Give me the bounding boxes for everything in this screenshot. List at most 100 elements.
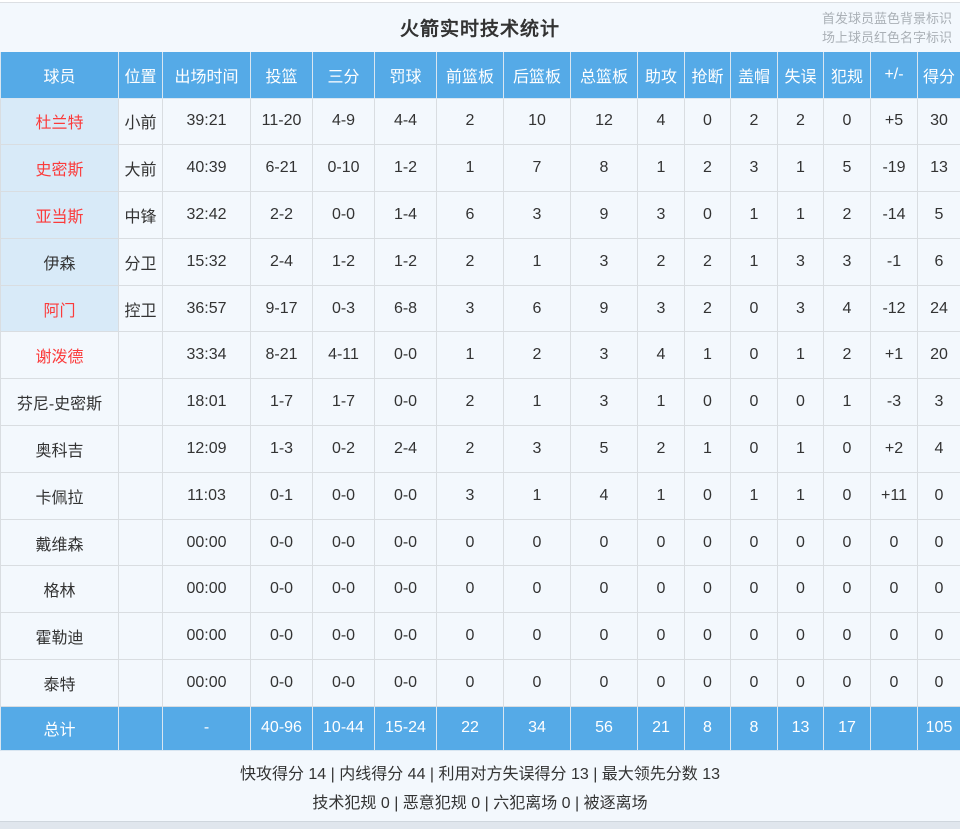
three-cell: 0-0 xyxy=(312,191,375,239)
name-cell: 亚当斯 xyxy=(0,191,119,239)
position-cell xyxy=(118,518,163,567)
player-row: 霍勒迪 00:00 0-0 0-0 0-0 0 0 0 0 0 0 0 0 0 0 xyxy=(0,612,960,661)
plus_minus-cell: -14 xyxy=(870,191,918,239)
dreb-cell: 10 xyxy=(503,97,571,146)
minutes-cell: 39:21 xyxy=(162,97,251,146)
ft-cell: 4-4 xyxy=(374,97,437,146)
player-row: 格林 00:00 0-0 0-0 0-0 0 0 0 0 0 0 0 0 0 0 xyxy=(0,565,960,614)
blk-cell: 0 xyxy=(730,284,778,333)
dreb-cell: 0 xyxy=(503,518,571,567)
header-row: 球员 位置 出场时间 投篮 三分 罚球 前篮板 后篮板 总篮板 助攻 抢断 盖帽 失误 犯规 +/- 得分 xyxy=(0,52,960,99)
pts-cell: 0 xyxy=(917,565,960,614)
ft-cell: 0-0 xyxy=(374,659,437,707)
stl-cell: 2 xyxy=(684,237,731,286)
plus_minus-cell: +2 xyxy=(870,425,918,473)
player-row: 杜兰特 小前 39:21 11-20 4-9 4-4 2 10 12 4 0 2 2 0 +5 30 xyxy=(0,97,960,146)
to-cell: 0 xyxy=(777,659,824,707)
reb-cell: 8 xyxy=(570,144,638,193)
ast-cell: 1 xyxy=(637,471,685,520)
stl-cell: 0 xyxy=(684,612,731,661)
oreb-cell: 0 xyxy=(436,518,504,567)
ast-cell: 0 xyxy=(637,612,685,661)
dreb-cell: 0 xyxy=(503,565,571,614)
to-cell: 1 xyxy=(777,144,824,193)
column-header-position: 位置 xyxy=(118,52,163,99)
player-row: 泰特 00:00 0-0 0-0 0-0 0 0 0 0 0 0 0 0 0 0 xyxy=(0,659,960,707)
oreb-cell: 0 xyxy=(436,612,504,661)
page-title: 火箭实时技术统计 xyxy=(399,18,560,40)
name-cell: 格林 xyxy=(0,565,119,614)
pf-cell: 0 xyxy=(823,471,871,520)
player-row: 亚当斯 中锋 32:42 2-2 0-0 1-4 6 3 9 3 0 1 1 2 -14 5 xyxy=(0,191,960,239)
reb-cell: 3 xyxy=(570,378,638,427)
stl-cell: 1 xyxy=(684,425,731,473)
dreb-cell: 2 xyxy=(503,331,571,380)
column-header-name: 球员 xyxy=(0,52,119,99)
fg-cell: 6-21 xyxy=(250,144,313,193)
plus_minus-cell: -12 xyxy=(870,284,918,333)
to-cell: 0 xyxy=(777,612,824,661)
pts-cell: 0 xyxy=(917,612,960,661)
player-row: 史密斯 大前 40:39 6-21 0-10 1-2 1 7 8 1 2 3 1 5 -19 13 xyxy=(0,144,960,193)
player-row: 谢泼德 33:34 8-21 4-11 0-0 1 2 3 4 1 0 1 2 +1 20 xyxy=(0,331,960,380)
ast-cell: 4 xyxy=(637,97,685,146)
ast-cell: 3 xyxy=(637,191,685,239)
to-cell: 0 xyxy=(777,565,824,614)
to-cell: 3 xyxy=(777,237,824,286)
total-row: 总计 -40-96 10-44 15-24 22 34 56 21 8 8 13 17 105 xyxy=(0,705,960,751)
three-cell: 4-11 xyxy=(312,331,375,380)
minutes-cell: 32:42 xyxy=(162,191,251,239)
position-cell xyxy=(118,331,163,380)
stl-cell: 0 xyxy=(684,518,731,567)
to-cell: 1 xyxy=(777,331,824,380)
dreb-cell: 7 xyxy=(503,144,571,193)
minutes-cell: 12:09 xyxy=(162,425,251,473)
total-minutes-cell: - xyxy=(162,705,251,751)
pf-cell: 4 xyxy=(823,284,871,333)
plus_minus-cell: -19 xyxy=(870,144,918,193)
plus_minus-cell: 0 xyxy=(870,565,918,614)
dreb-cell: 6 xyxy=(503,284,571,333)
ast-cell: 3 xyxy=(637,284,685,333)
to-cell: 2 xyxy=(777,97,824,146)
position-cell xyxy=(118,565,163,614)
fg-cell: 2-2 xyxy=(250,191,313,239)
oreb-cell: 2 xyxy=(436,425,504,473)
position-cell: 大前 xyxy=(118,144,163,193)
name-cell: 奥科吉 xyxy=(0,425,119,473)
column-header-oreb: 前篮板 xyxy=(436,52,504,99)
to-cell: 3 xyxy=(777,284,824,333)
total-pts-cell: 105 xyxy=(917,705,960,751)
dreb-cell: 3 xyxy=(503,191,571,239)
name-cell: 芬尼-史密斯 xyxy=(0,378,119,427)
reb-cell: 9 xyxy=(570,284,638,333)
fg-cell: 11-20 xyxy=(250,97,313,146)
name-cell: 戴维森 xyxy=(0,518,119,567)
stl-cell: 0 xyxy=(684,191,731,239)
position-cell xyxy=(118,378,163,427)
reb-cell: 0 xyxy=(570,659,638,707)
ft-cell: 1-2 xyxy=(374,144,437,193)
position-cell xyxy=(118,659,163,707)
oreb-cell: 3 xyxy=(436,471,504,520)
fg-cell: 8-21 xyxy=(250,331,313,380)
blk-cell: 0 xyxy=(730,425,778,473)
blk-cell: 3 xyxy=(730,144,778,193)
oreb-cell: 6 xyxy=(436,191,504,239)
pf-cell: 5 xyxy=(823,144,871,193)
to-cell: 1 xyxy=(777,425,824,473)
minutes-cell: 33:34 xyxy=(162,331,251,380)
total-ast-cell: 21 xyxy=(637,705,685,751)
pts-cell: 0 xyxy=(917,518,960,567)
stl-cell: 2 xyxy=(684,144,731,193)
plus_minus-cell: 0 xyxy=(870,612,918,661)
minutes-cell: 00:00 xyxy=(162,659,251,707)
plus_minus-cell: -1 xyxy=(870,237,918,286)
table-body: 杜兰特 小前 39:21 11-20 4-9 4-4 2 10 12 4 0 2 2 0 +5 30 史密斯 大前… xyxy=(0,97,960,751)
pts-cell: 5 xyxy=(917,191,960,239)
pts-cell: 4 xyxy=(917,425,960,473)
oreb-cell: 0 xyxy=(436,565,504,614)
blk-cell: 0 xyxy=(730,565,778,614)
blk-cell: 1 xyxy=(730,237,778,286)
fg-cell: 9-17 xyxy=(250,284,313,333)
